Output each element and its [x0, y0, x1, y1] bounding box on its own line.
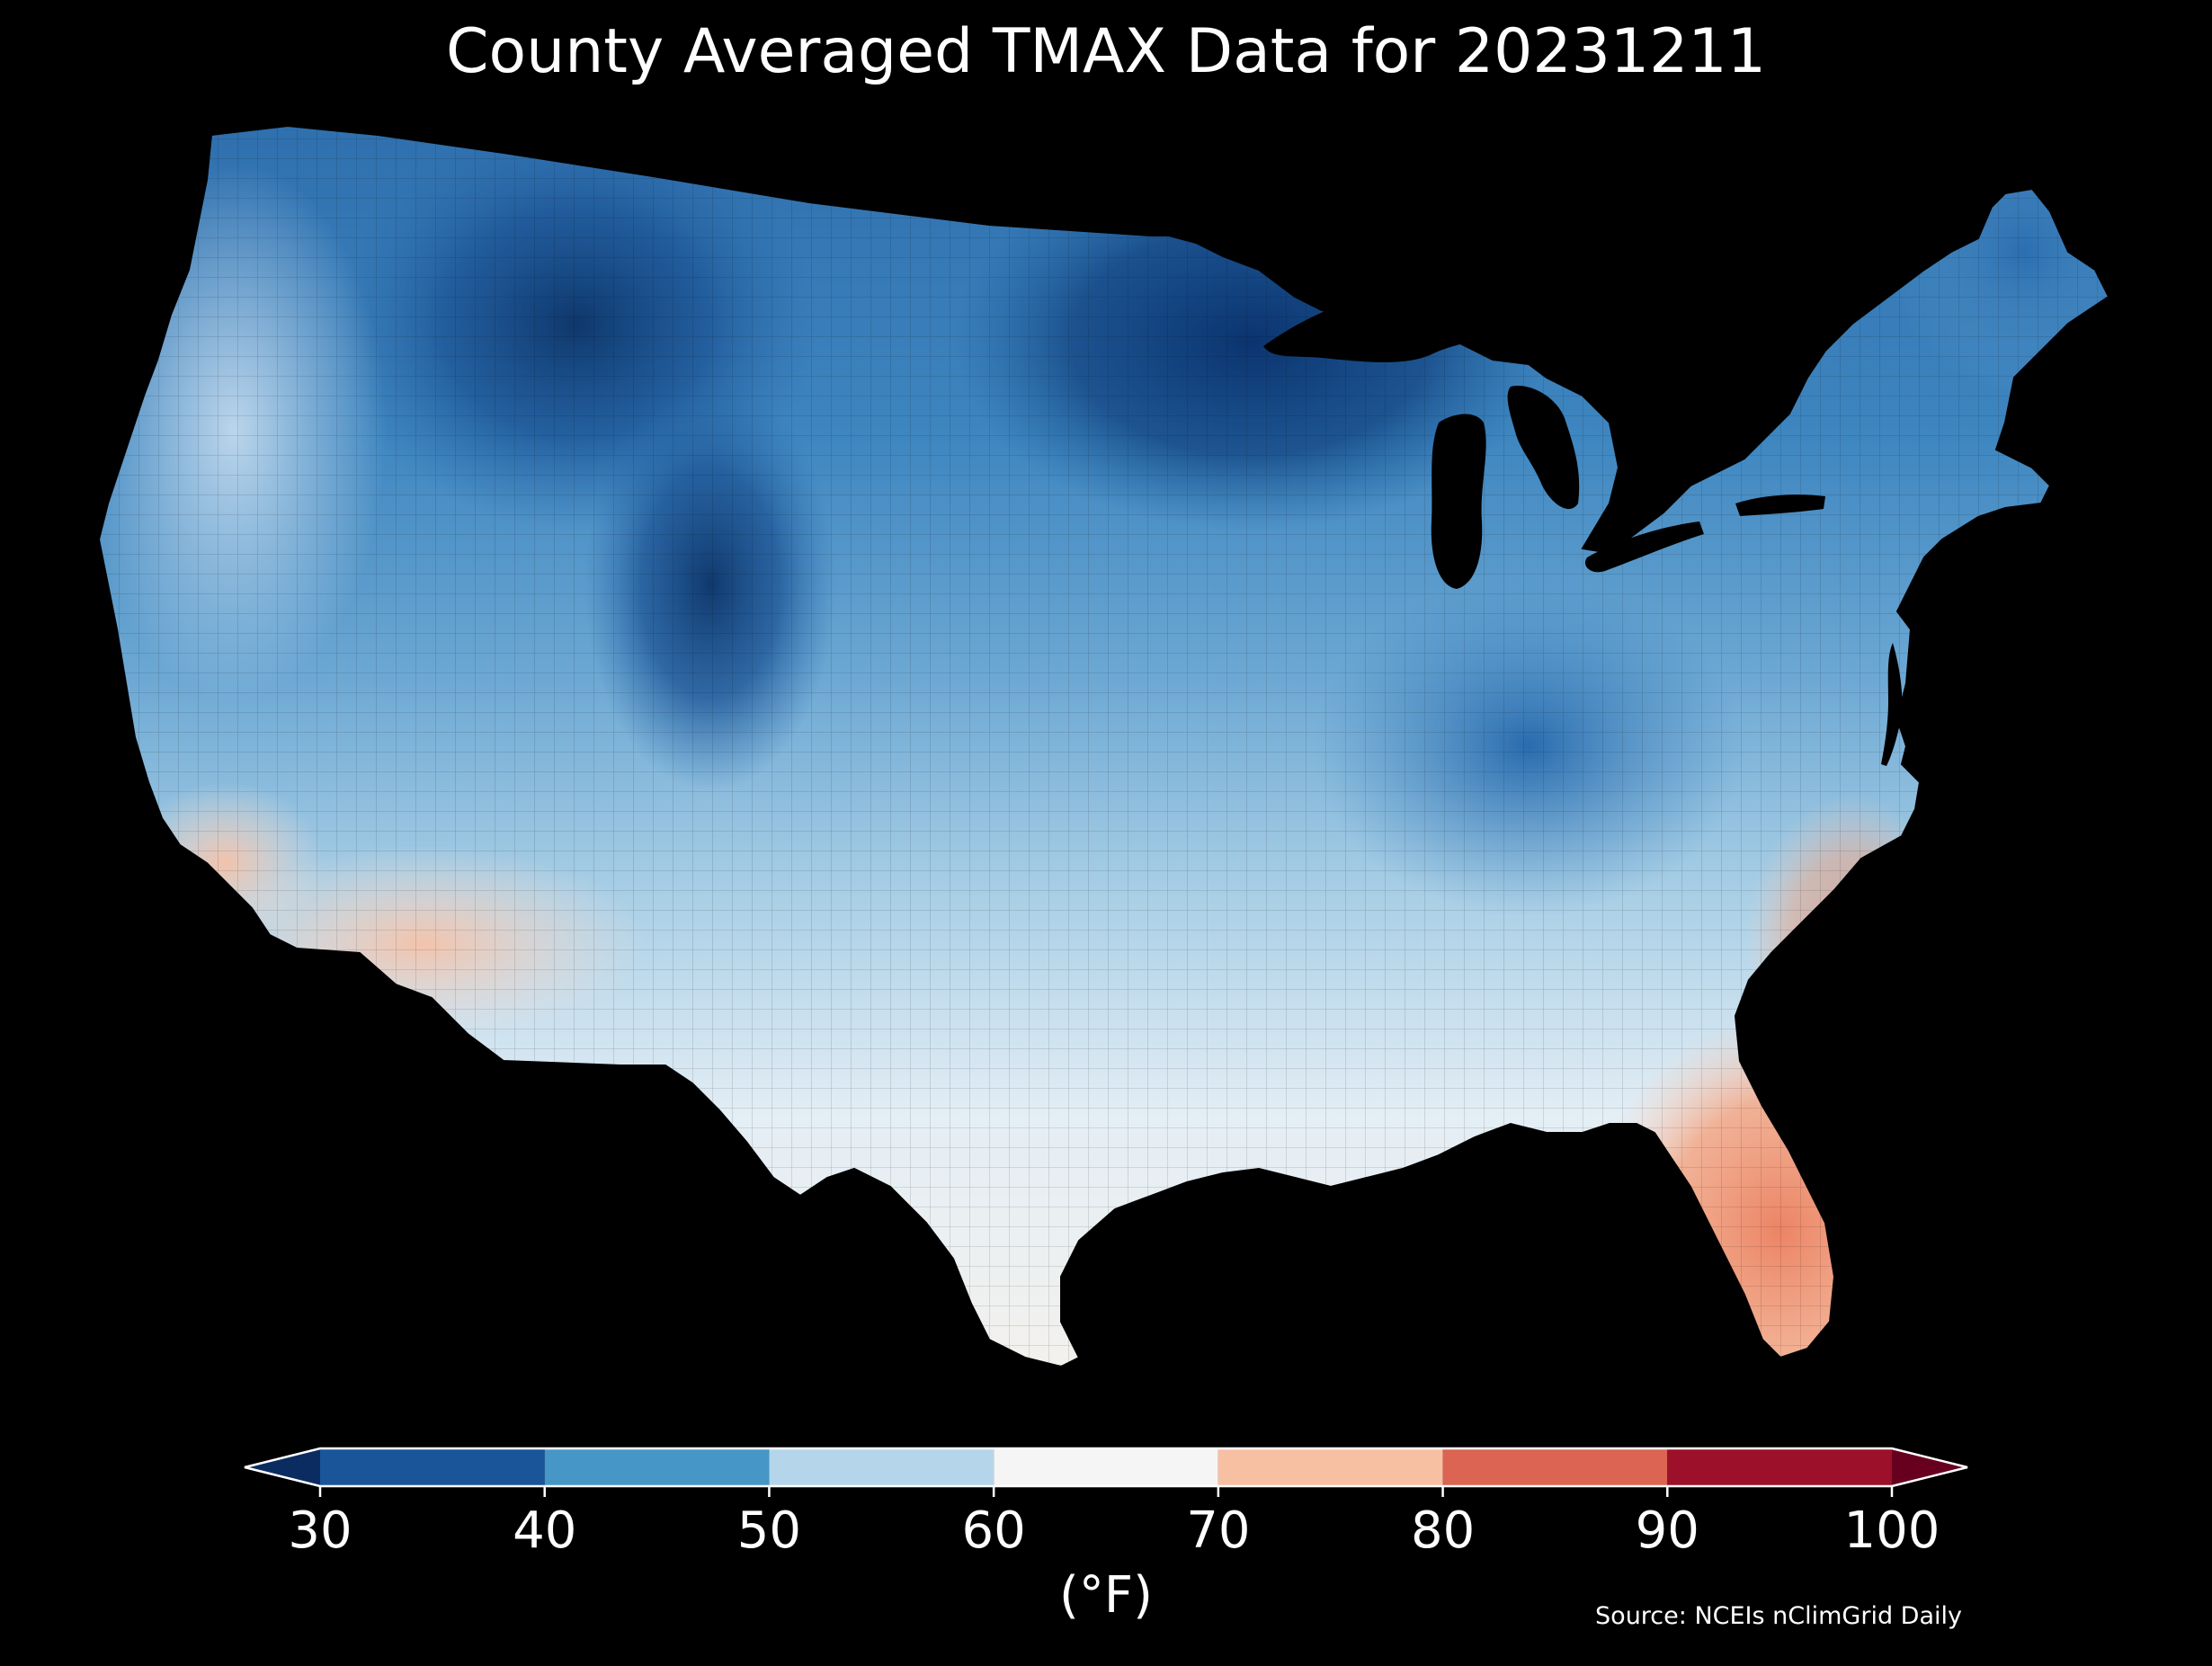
colorbar-tick-label: 30 — [288, 1501, 352, 1560]
colorbar-bin — [1217, 1448, 1443, 1486]
colorbar-bin — [769, 1448, 995, 1486]
colorbar-bin — [1442, 1448, 1668, 1486]
colorbar-tick-label: 40 — [513, 1501, 576, 1560]
colorbar-bin — [994, 1448, 1218, 1486]
colorbar-over-extension — [1892, 1448, 1967, 1486]
lake-superior — [1263, 293, 1529, 362]
colorbar-label: (°F) — [1059, 1566, 1153, 1625]
source-credit: Source: NCEIs nClimGrid Daily — [1595, 1602, 1962, 1630]
colorbar-bin — [320, 1448, 545, 1486]
lake-huron — [1507, 386, 1580, 510]
map-title: County Averaged TMAX Data for 20231211 — [446, 16, 1766, 87]
colorbar-bin — [1667, 1448, 1892, 1486]
great-lakes — [1263, 293, 1903, 766]
colorbar-bin — [544, 1448, 770, 1486]
lake-ontario — [1735, 494, 1825, 516]
colorbar-tick-label: 70 — [1186, 1501, 1250, 1560]
colorbar-tick-label: 50 — [737, 1501, 801, 1560]
colorbar-tick-label: 60 — [962, 1501, 1026, 1560]
colorbar-tick-label: 80 — [1411, 1501, 1475, 1560]
colorbar-under-extension — [245, 1448, 320, 1486]
lake-michigan — [1431, 414, 1486, 589]
colorbar-tick-label: 100 — [1844, 1501, 1940, 1560]
colorbar-tick-label: 90 — [1636, 1501, 1699, 1560]
conus-outline — [97, 124, 2110, 1368]
lake-erie — [1584, 521, 1704, 573]
chesapeake-bay — [1881, 643, 1903, 766]
colorbar-group: 30 40 50 60 70 80 90 100 — [244, 1447, 1968, 1560]
